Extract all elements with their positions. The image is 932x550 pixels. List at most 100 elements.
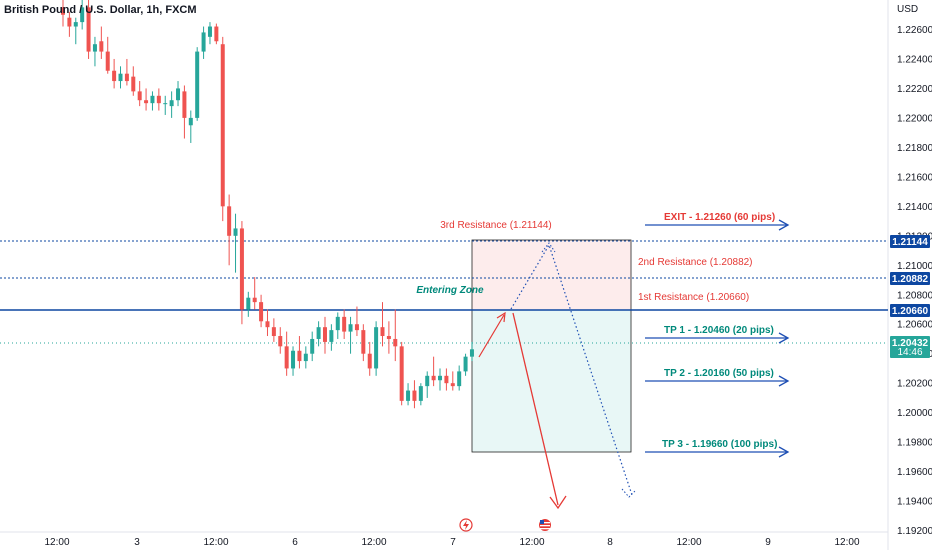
- candle: [252, 277, 257, 310]
- target-zone-box: [471, 309, 632, 453]
- x-tick-label: 8: [607, 537, 613, 548]
- r2-label: 2nd Resistance (1.20882): [638, 257, 753, 268]
- svg-text:1.20660: 1.20660: [892, 306, 929, 317]
- candle: [80, 0, 85, 30]
- candle: [86, 0, 91, 59]
- svg-text:14:46: 14:46: [897, 347, 922, 358]
- svg-text:1.21144: 1.21144: [892, 237, 928, 248]
- projection-path: [510, 243, 633, 496]
- candle: [163, 95, 168, 115]
- candle: [124, 58, 129, 86]
- svg-text:1.20432: 1.20432: [892, 338, 929, 349]
- candle: [169, 91, 174, 118]
- candle: [303, 346, 308, 369]
- candle: [367, 341, 372, 376]
- candle: [406, 383, 411, 406]
- x-tick-label: 12:00: [834, 537, 859, 548]
- x-tick-label: 12:00: [676, 537, 701, 548]
- x-tick-label: 9: [765, 537, 771, 548]
- entry-arrow-head: [496, 311, 506, 323]
- candle: [457, 365, 462, 391]
- price-tag-r3: 1.21144: [890, 235, 930, 248]
- candle: [386, 321, 391, 354]
- candle: [92, 36, 97, 67]
- y-tick-label: 1.19600: [897, 467, 932, 478]
- candle: [195, 47, 200, 121]
- candle: [297, 336, 302, 369]
- candle: [265, 309, 270, 337]
- us-flag-icon[interactable]: [539, 519, 551, 531]
- y-tick-label: 1.21800: [897, 143, 932, 154]
- x-axis-ticks: 12:00 3 12:00 6 12:00 7 12:00 8 12:00 9 12:00: [44, 537, 859, 548]
- exit-label: EXIT - 1.21260 (60 pips): [664, 212, 775, 223]
- x-tick-label: 3: [134, 537, 140, 548]
- y-tick-label: 1.22600: [897, 25, 932, 36]
- candle: [220, 36, 225, 222]
- x-tick-label: 12:00: [44, 537, 69, 548]
- candle: [227, 194, 232, 266]
- candle: [105, 36, 110, 74]
- candle: [239, 221, 244, 325]
- y-tick-label: 1.22200: [897, 84, 932, 95]
- price-tag-r1: 1.20660: [890, 304, 930, 317]
- price-tag-r2: 1.20882: [890, 272, 930, 285]
- candle: [438, 368, 443, 391]
- y-tick-label: 1.20200: [897, 379, 932, 390]
- chart-title: British Pound / U.S. Dollar, 1h, FXCM: [4, 4, 197, 16]
- candle: [233, 213, 238, 273]
- price-tag-current: 1.20432 14:46: [890, 336, 930, 358]
- candle: [271, 318, 276, 342]
- candle: [112, 58, 117, 89]
- projection-head-up: [541, 242, 556, 253]
- candle: [284, 331, 289, 376]
- entering-zone-label: Entering Zone: [416, 285, 484, 296]
- candle: [207, 22, 212, 45]
- drop-arrow: [512, 312, 559, 506]
- candle: [412, 380, 417, 409]
- svg-text:1.20882: 1.20882: [892, 274, 929, 285]
- candle: [342, 309, 347, 339]
- tp1-label: TP 1 - 1.20460 (20 pips): [664, 325, 774, 336]
- candle: [354, 306, 359, 337]
- r3-label: 3rd Resistance (1.21144): [440, 220, 552, 231]
- lightning-icon[interactable]: [459, 518, 473, 532]
- candle: [182, 85, 187, 139]
- candle: [99, 26, 104, 59]
- tp3-label: TP 3 - 1.19660 (100 pips): [662, 439, 777, 450]
- candle: [61, 0, 65, 27]
- y-tick-label: 1.20000: [897, 408, 932, 419]
- y-tick-label: 1.19800: [897, 438, 932, 449]
- x-tick-label: 12:00: [203, 537, 228, 548]
- candle: [150, 91, 155, 111]
- tp3-arrow: [645, 446, 790, 458]
- candle: [469, 341, 474, 362]
- candle: [214, 23, 219, 45]
- candle: [399, 341, 404, 406]
- y-axis-ticks: 1.22600 1.22400 1.22200 1.22000 1.21800 1.216…: [897, 25, 932, 537]
- candle: [450, 371, 455, 391]
- y-tick-label: 1.22000: [897, 113, 932, 124]
- candle: [246, 291, 251, 317]
- projection-head-down: [621, 488, 637, 498]
- candle: [278, 327, 283, 354]
- candle: [380, 302, 385, 347]
- candle: [444, 368, 449, 391]
- x-tick-label: 6: [292, 537, 298, 548]
- candle: [201, 26, 206, 59]
- y-tick-label: 1.21400: [897, 202, 932, 213]
- tp1-arrow: [645, 332, 790, 344]
- candle: [156, 88, 161, 111]
- y-tick-label: 1.20600: [897, 320, 932, 331]
- candle: [393, 309, 398, 362]
- y-tick-label: 1.21000: [897, 261, 932, 272]
- entry-arrow: [478, 314, 505, 358]
- candle: [316, 321, 321, 347]
- r1-label: 1st Resistance (1.20660): [638, 292, 749, 303]
- candle: [131, 66, 136, 96]
- x-tick-label: 12:00: [519, 537, 544, 548]
- candle: [144, 88, 149, 111]
- resistance-zone-box: [471, 239, 632, 311]
- x-tick-label: 7: [450, 537, 456, 548]
